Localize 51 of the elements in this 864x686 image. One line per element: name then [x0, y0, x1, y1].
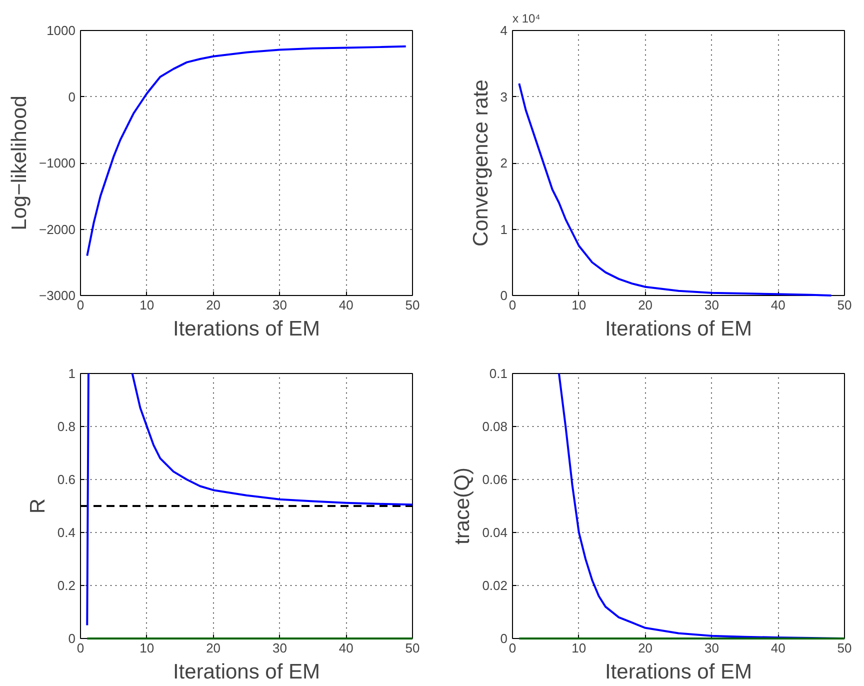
y-tick-label: 0.08 [482, 419, 508, 434]
y-tick-label: 1 [68, 366, 76, 381]
y-tick-label: −1000 [38, 156, 76, 170]
x-tick-label: 50 [837, 298, 852, 312]
x-tick-label: 30 [704, 298, 719, 312]
y-tick-label: 3 [500, 89, 508, 104]
x-tick-label: 20 [638, 298, 653, 312]
x-axis-title: Iterations of EM [604, 660, 752, 684]
y-tick-label: 0 [68, 631, 76, 646]
y-tick-label: 0.04 [482, 525, 508, 540]
x-axis-title: Iterations of EM [172, 660, 320, 684]
y-tick-label: 0 [500, 288, 508, 303]
y-tick-label: 1000 [46, 23, 76, 38]
y-tick-label: 1 [500, 222, 508, 237]
x-tick-label: 20 [638, 640, 653, 656]
y-tick-label: 0.8 [57, 419, 76, 434]
y-tick-label: 0.02 [482, 578, 508, 593]
y-axis-title: trace(Q) [451, 467, 474, 545]
x-tick-label: 20 [206, 640, 221, 656]
x-tick-label: 40 [770, 298, 786, 312]
y-tick-label: 0.4 [57, 525, 76, 540]
y-axis-title: Log−likelihood [8, 96, 31, 230]
x-tick-label: 30 [272, 640, 287, 656]
x-tick-label: 30 [704, 640, 719, 656]
x-tick-label: 10 [572, 298, 586, 312]
x-tick-label: 10 [140, 640, 154, 656]
y-tick-label: 2 [500, 156, 508, 170]
x-tick-label: 40 [338, 298, 354, 312]
y-tick-label: 0 [500, 631, 508, 646]
y-tick-label: 0.6 [57, 472, 76, 487]
x-axis-title: Iterations of EM [172, 318, 320, 340]
x-tick-label: 20 [206, 298, 221, 312]
x-tick-label: 10 [572, 640, 586, 656]
x-tick-label: 50 [405, 298, 420, 312]
x-tick-label: 50 [837, 640, 852, 656]
x-tick-label: 50 [405, 640, 420, 656]
y-tick-label: −3000 [38, 288, 76, 303]
y-tick-label: −2000 [38, 222, 76, 237]
y-axis-title: R [26, 498, 50, 514]
x-tick-label: 10 [140, 298, 154, 312]
x-axis-title: Iterations of EM [604, 318, 752, 340]
y-tick-label: 0.06 [482, 472, 508, 487]
x-tick-label: 40 [338, 640, 354, 656]
text: x 10⁴ [512, 12, 540, 26]
y-tick-label: 0.2 [57, 578, 76, 593]
y-tick-label: 0 [68, 89, 76, 104]
y-tick-label: 0.1 [489, 366, 508, 381]
y-axis-title: Convergence rate [469, 80, 492, 246]
y-tick-label: 4 [500, 23, 508, 38]
x-tick-label: 40 [770, 640, 786, 656]
x-tick-label: 30 [272, 298, 287, 312]
